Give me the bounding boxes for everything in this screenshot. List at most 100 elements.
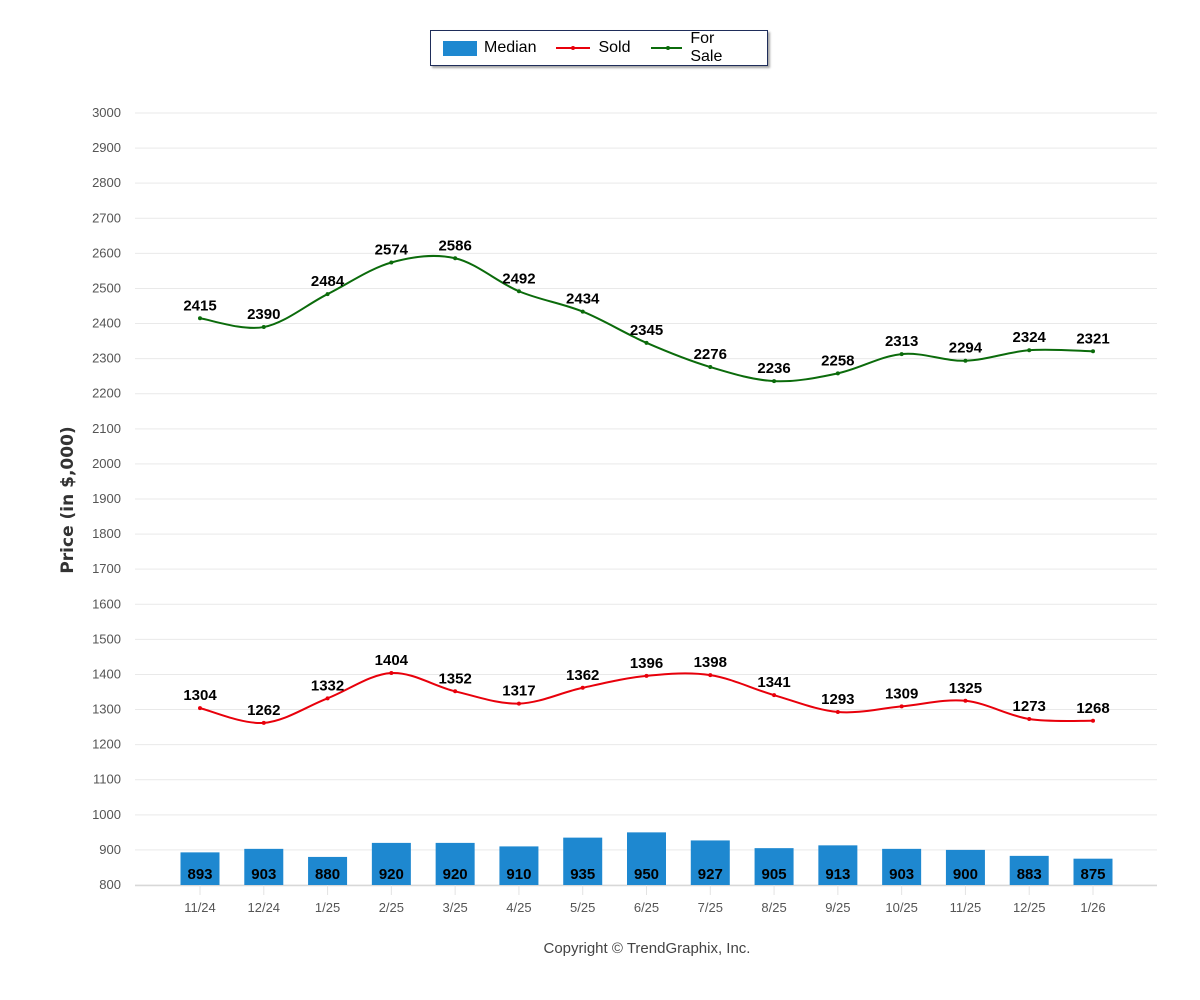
- y-tick-label: 2400: [92, 316, 121, 331]
- legend-item-median[interactable]: Median: [443, 39, 536, 57]
- legend-item-for-sale[interactable]: For Sale: [650, 30, 747, 66]
- for-sale-point: [835, 371, 840, 376]
- for-sale-data-label: 2324: [1013, 329, 1047, 346]
- median-bar-label: 883: [1017, 866, 1042, 883]
- for-sale-data-label: 2586: [438, 237, 471, 254]
- y-tick-label: 2800: [92, 175, 121, 190]
- x-tick-label: 11/24: [184, 900, 216, 915]
- for-sale-data-label: 2294: [949, 340, 983, 357]
- median-bars: [180, 832, 1113, 885]
- median-bar-label: 920: [443, 866, 468, 883]
- median-bar-label: 875: [1080, 866, 1105, 883]
- for-sale-data-label: 2321: [1076, 330, 1109, 347]
- y-tick-label: 1400: [92, 666, 121, 681]
- y-tick-label: 1200: [92, 737, 121, 752]
- x-tick-label: 5/25: [570, 900, 595, 915]
- legend-label-sold: Sold: [598, 39, 631, 56]
- y-tick-label: 2500: [92, 280, 121, 295]
- median-bar-label: 920: [379, 866, 404, 883]
- y-tick-label: 2000: [92, 456, 121, 471]
- sold-point: [261, 720, 266, 725]
- legend-label-for-sale: For Sale: [690, 30, 723, 65]
- y-tick-label: 1000: [92, 807, 121, 822]
- sold-data-label: 1398: [694, 654, 727, 671]
- y-tick-label: 2700: [92, 210, 121, 225]
- sold-data-label: 1396: [630, 655, 663, 672]
- sold-point: [708, 673, 713, 678]
- median-bar-label: 910: [506, 866, 531, 883]
- x-tick-label: 10/25: [885, 900, 918, 915]
- legend-label-median: Median: [484, 39, 537, 56]
- for-sale-point: [772, 379, 777, 384]
- median-bar: [690, 840, 730, 885]
- sold-data-label: 1341: [757, 674, 790, 691]
- data-labels: 893 903 880 920 920 910 935 950 927 905 913 903 900 8…: [183, 237, 1109, 883]
- y-tick-label: 900: [99, 842, 121, 857]
- sold-data-label: 1352: [438, 670, 471, 687]
- sold-data-label: 1268: [1076, 700, 1109, 717]
- y-tick-label: 2200: [92, 386, 121, 401]
- legend-swatch-for-sale: [650, 46, 683, 50]
- for-sale-data-label: 2492: [502, 270, 535, 287]
- for-sale-point: [453, 256, 458, 261]
- sold-data-label: 1404: [375, 652, 409, 669]
- for-sale-point: [644, 340, 649, 345]
- sold-data-label: 1262: [247, 702, 280, 719]
- for-sale-point: [198, 316, 202, 321]
- sold-data-label: 1304: [183, 687, 217, 704]
- for-sale-point: [708, 365, 713, 370]
- for-sale-data-label: 2313: [885, 333, 918, 350]
- sold-point: [580, 685, 585, 690]
- for-sale-data-label: 2390: [247, 306, 280, 323]
- sold-point: [453, 689, 458, 694]
- for-sale-data-label: 2415: [183, 297, 216, 314]
- x-tick-label: 9/25: [825, 900, 850, 915]
- median-bar-label: 880: [315, 866, 340, 883]
- x-tick-label: 1/25: [315, 900, 340, 915]
- y-tick-label: 2900: [92, 140, 121, 155]
- x-tick-label: 2/25: [379, 900, 404, 915]
- sold-data-label: 1317: [502, 683, 535, 700]
- copyright-text: Copyright © TrendGraphix, Inc.: [543, 940, 751, 957]
- legend-item-sold[interactable]: Sold: [556, 39, 631, 57]
- y-tick-label: 1500: [92, 631, 121, 646]
- median-bar: [882, 848, 922, 885]
- median-bar: [371, 842, 411, 885]
- grid-lines: [135, 112, 1157, 886]
- median-bar: [244, 848, 284, 885]
- median-bar-label: 905: [762, 866, 787, 883]
- x-tick-label: 1/26: [1080, 900, 1105, 915]
- y-tick-label: 1100: [93, 772, 121, 787]
- sold-point: [1027, 717, 1032, 722]
- for-sale-data-label: 2276: [694, 346, 727, 363]
- median-bar: [499, 846, 539, 885]
- for-sale-point: [325, 292, 330, 297]
- sold-point: [899, 704, 904, 709]
- y-tick-label: 1600: [92, 596, 121, 611]
- x-tick-label: 3/25: [442, 900, 467, 915]
- median-bar: [563, 837, 603, 885]
- median-bar-label: 893: [187, 866, 212, 883]
- y-tick-label: 1800: [92, 526, 121, 541]
- for-sale-data-label: 2236: [757, 360, 790, 377]
- sold-point: [835, 710, 840, 715]
- median-bar-label: 927: [698, 866, 723, 883]
- for-sale-point: [963, 358, 968, 363]
- sold-data-label: 1309: [885, 685, 918, 702]
- y-tick-label: 2300: [92, 351, 121, 366]
- median-bar: [818, 845, 858, 885]
- for-sale-point: [580, 309, 585, 314]
- sold-point: [198, 706, 202, 711]
- y-tick-label: 1900: [92, 491, 121, 506]
- for-sale-data-label: 2258: [821, 352, 854, 369]
- sold-data-label: 1362: [566, 667, 599, 684]
- for-sale-point: [1027, 348, 1032, 353]
- median-bar: [627, 832, 666, 885]
- for-sale-point: [261, 325, 266, 330]
- sold-point: [389, 671, 394, 676]
- for-sale-point: [1091, 349, 1095, 354]
- y-tick-label: 2100: [92, 421, 121, 436]
- for-sale-data-label: 2574: [375, 241, 409, 258]
- x-axis: 11/24 12/24 1/25 2/25 3/25 4/25 5/25 6/25 7/25 8/…: [135, 884, 1157, 915]
- y-tick-label: 800: [99, 877, 121, 892]
